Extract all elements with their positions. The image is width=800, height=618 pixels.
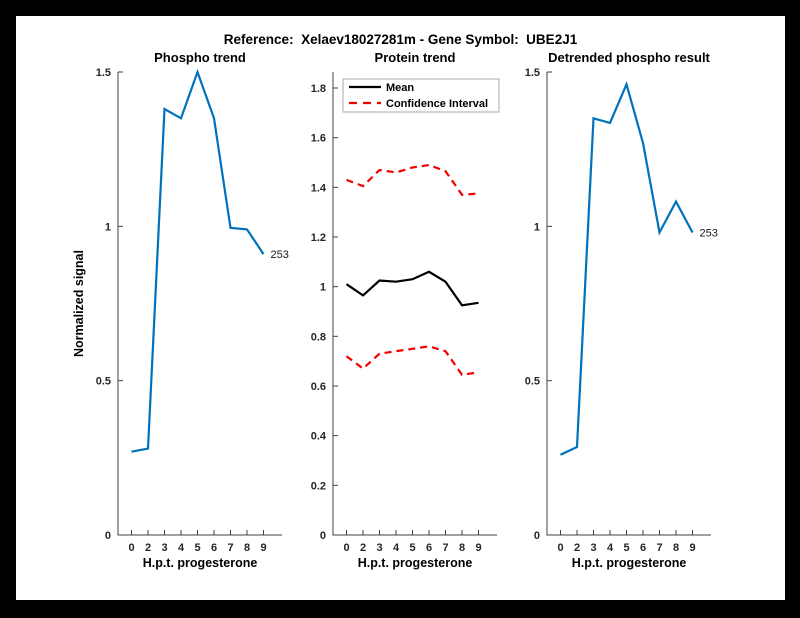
x-tick-label: 9 — [260, 542, 266, 554]
x-tick-label: 9 — [475, 542, 481, 554]
x-tick-label: 4 — [607, 542, 614, 554]
y-tick-label: 1.5 — [96, 67, 111, 79]
figure-panel: Reference: Xelaev18027281m - Gene Symbol… — [16, 16, 785, 600]
subplot-title: Phospho trend — [154, 50, 246, 65]
y-tick-label: 0.4 — [311, 431, 327, 443]
legend-label-mean: Mean — [386, 82, 414, 94]
x-tick-label: 7 — [227, 542, 233, 554]
y-tick-label: 1.4 — [311, 182, 327, 194]
axis-spines — [117, 72, 282, 536]
x-axis-label: H.p.t. progesterone — [572, 556, 687, 570]
x-tick-label: 2 — [360, 542, 366, 554]
x-tick-label: 8 — [244, 542, 250, 554]
series-end-label: 253 — [271, 249, 289, 261]
subplot-title: Protein trend — [375, 50, 456, 65]
x-tick-label: 7 — [656, 542, 662, 554]
subplot-title: Detrended phospho result — [548, 50, 710, 65]
legend-label-confidence-interval: Confidence Interval — [386, 98, 488, 110]
x-tick-label: 3 — [590, 542, 596, 554]
ci-upper-line — [346, 163, 479, 196]
figure-title: Reference: Xelaev18027281m - Gene Symbol… — [223, 32, 578, 47]
mean-line — [345, 270, 479, 307]
x-axis-label: H.p.t. progesterone — [143, 556, 258, 570]
subplot-phospho-trend: 0 0.5 1 1.5 0 2 3 4 5 6 7 8 9 253 Phospho trend H.p.t. … — [58, 46, 298, 591]
y-tick-label: 1 — [320, 282, 326, 294]
x-tick-label: 0 — [128, 542, 134, 554]
y-axis-label: Normalized signal — [72, 250, 86, 357]
y-tick-label: 0 — [320, 530, 326, 542]
x-tick-label: 0 — [343, 542, 349, 554]
y-tick-label: 0.2 — [311, 480, 326, 492]
y-tick-label: 0 — [534, 530, 540, 542]
y-tick-label: 0.6 — [311, 381, 326, 393]
y-tick-label: 1 — [105, 221, 111, 233]
subplot-detrended-phospho-result: 0 0.5 1 1.5 0 2 3 4 5 6 7 8 9 253 Detrended phospho re… — [487, 46, 727, 591]
subplot-protein-trend: 0 0.2 0.4 0.6 0.8 1 1.2 1.4 1.6 1.8 0 2 3 4 5 6 7 8 9 Mean C… — [273, 46, 513, 591]
x-tick-label: 2 — [574, 542, 580, 554]
y-tick-label: 1.5 — [525, 67, 540, 79]
series-end-label: 253 — [700, 228, 718, 240]
y-tick-label: 1 — [534, 221, 540, 233]
y-tick-label: 1.6 — [311, 133, 326, 145]
detrended-phospho-signal-line — [560, 80, 694, 456]
x-tick-label: 8 — [673, 542, 679, 554]
x-tick-label: 6 — [211, 542, 217, 554]
y-tick-label: 1.8 — [311, 83, 326, 95]
y-tick-label: 0.5 — [96, 376, 111, 388]
x-axis-label: H.p.t. progesterone — [358, 556, 473, 570]
axis-spines — [546, 72, 711, 536]
y-tick-label: 0.5 — [525, 376, 540, 388]
legend-box — [342, 78, 500, 113]
phospho-signal-line — [131, 68, 265, 453]
x-tick-label: 0 — [557, 542, 563, 554]
x-tick-label: 5 — [409, 542, 415, 554]
x-tick-label: 3 — [161, 542, 167, 554]
chart-svg: 00.20.40.60.811.21.41.61.80 2 3 4 5 6 7 8 9MeanC… — [311, 50, 500, 570]
ci-lower-line — [345, 345, 479, 376]
x-tick-label: 6 — [426, 542, 432, 554]
y-tick-label: 1.2 — [311, 232, 326, 244]
x-tick-label: 5 — [194, 542, 200, 554]
y-tick-label: 0.8 — [311, 331, 326, 343]
x-tick-label: 7 — [442, 542, 448, 554]
x-tick-label: 5 — [623, 542, 629, 554]
x-tick-label: 2 — [145, 542, 151, 554]
x-tick-label: 3 — [376, 542, 382, 554]
x-tick-label: 6 — [640, 542, 646, 554]
x-tick-label: 9 — [689, 542, 695, 554]
x-tick-label: 4 — [393, 542, 400, 554]
x-tick-label: 4 — [178, 542, 185, 554]
x-tick-label: 8 — [459, 542, 465, 554]
y-tick-label: 0 — [105, 530, 111, 542]
